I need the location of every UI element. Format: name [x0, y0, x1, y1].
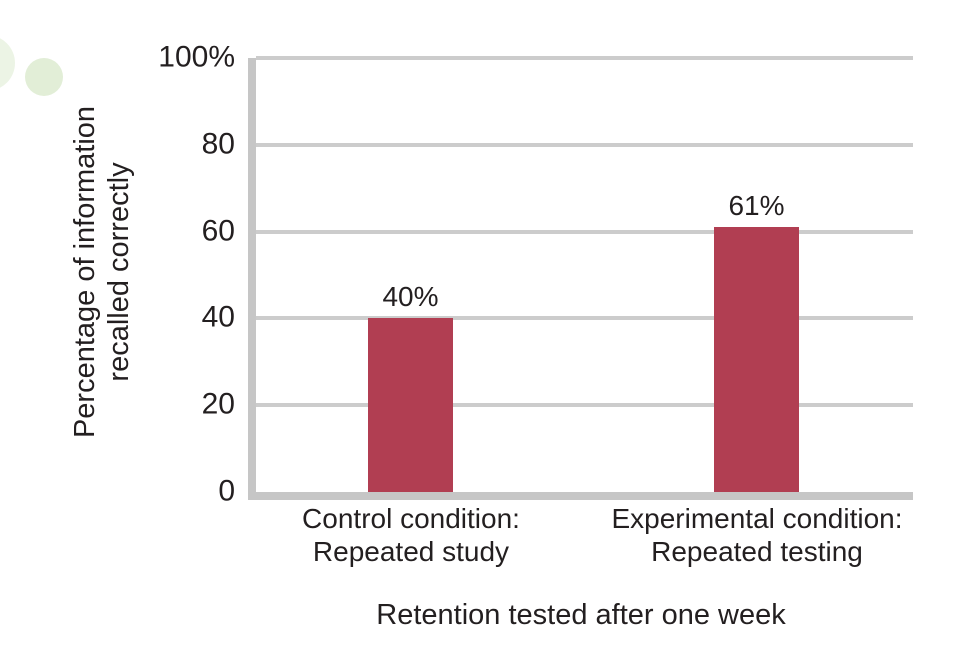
y-tick-label-80: 80: [201, 127, 235, 161]
y-tick-label-40: 40: [201, 300, 235, 334]
y-axis-title-line2: recalled correctly: [103, 162, 135, 382]
y-tick-label-20: 20: [201, 387, 235, 421]
y-tick-label-60: 60: [201, 213, 235, 247]
gridline-40: [256, 316, 913, 321]
y-tick-label-0: 0: [218, 474, 235, 508]
y-axis-title-line1: Percentage of information: [69, 105, 101, 439]
gridline-80: [256, 142, 913, 147]
decorative-green-circle: [25, 58, 63, 96]
y-axis-line: [248, 58, 256, 500]
y-axis-title: Percentage of information recalled corre…: [68, 106, 136, 438]
bar-value-label: 61%: [728, 190, 785, 222]
plot-area: 40% 61%: [256, 56, 913, 492]
bar-value-label: 40%: [382, 281, 439, 313]
category-line2: Repeated testing: [651, 536, 863, 567]
x-axis-line: [248, 492, 913, 500]
y-tick-label-100: 100%: [158, 40, 235, 74]
category-line2: Repeated study: [312, 536, 510, 567]
gridline-20: [256, 403, 913, 408]
bar-control-condition: 40%: [368, 281, 453, 492]
x-axis-title: Retention tested after one week: [376, 599, 786, 631]
x-category-label-experimental: Experimental condition: Repeated testing: [611, 502, 902, 568]
gridline-60: [256, 229, 913, 234]
category-line1: Experimental condition:: [611, 503, 903, 534]
bar-experimental-condition: 61%: [714, 190, 799, 492]
decorative-green-circle: [0, 35, 15, 91]
gridline-100: [256, 56, 913, 60]
category-line1: Control condition:: [302, 503, 520, 534]
x-category-label-control: Control condition: Repeated study: [302, 502, 520, 568]
